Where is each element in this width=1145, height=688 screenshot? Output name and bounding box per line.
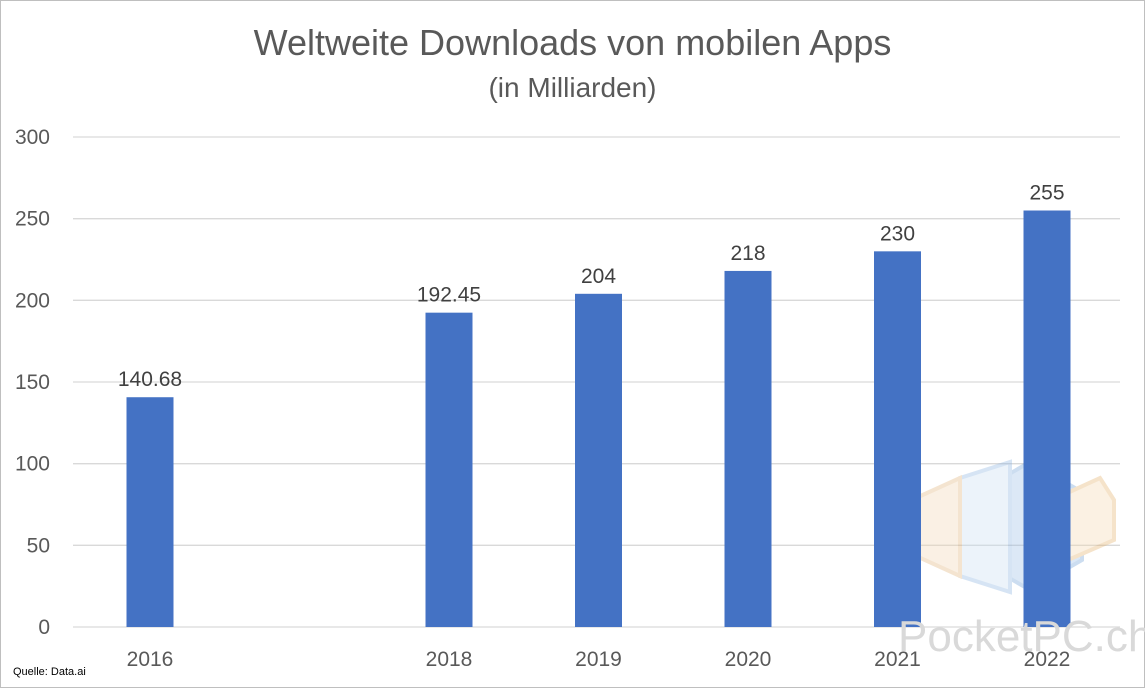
x-tick-label: 2020 — [725, 648, 772, 671]
y-tick-label: 200 — [15, 289, 50, 312]
bar — [1023, 210, 1071, 627]
x-tick-label: 2022 — [1024, 648, 1071, 671]
data-label: 255 — [1029, 182, 1064, 205]
data-label: 192.45 — [417, 284, 481, 307]
data-label: 140.68 — [118, 368, 182, 391]
x-tick-label: 2018 — [426, 648, 473, 671]
data-label: 204 — [581, 265, 616, 288]
chart-title: Weltweite Downloads von mobilen Apps — [253, 22, 892, 63]
bar — [425, 312, 473, 627]
chart-subtitle: (in Milliarden) — [488, 72, 657, 103]
bar — [575, 293, 622, 627]
y-tick-label: 50 — [27, 534, 50, 557]
y-tick-label: 0 — [38, 616, 50, 639]
watermark-logo — [914, 459, 1116, 595]
y-axis-labels: 0 50 100 150 200 250 300 — [15, 126, 50, 639]
y-tick-label: 100 — [15, 453, 50, 476]
data-label: 230 — [880, 222, 915, 245]
bar — [724, 270, 772, 627]
x-tick-label: 2016 — [127, 648, 174, 671]
data-labels: 140.68 192.45 204 218 230 255 — [118, 182, 1065, 392]
source-note: Quelle: Data.ai — [13, 666, 86, 678]
bar — [874, 251, 921, 628]
x-tick-label: 2021 — [874, 648, 921, 671]
watermark-text: PocketPC.ch — [898, 612, 1145, 661]
bar — [126, 397, 174, 627]
y-tick-label: 250 — [15, 208, 50, 231]
y-tick-label: 150 — [15, 371, 50, 394]
data-label: 218 — [730, 242, 765, 265]
x-axis-labels: 2016 2018 2019 2020 2021 2022 — [127, 648, 1071, 671]
y-tick-label: 300 — [15, 126, 50, 149]
x-tick-label: 2019 — [575, 648, 622, 671]
bars — [126, 210, 1071, 628]
